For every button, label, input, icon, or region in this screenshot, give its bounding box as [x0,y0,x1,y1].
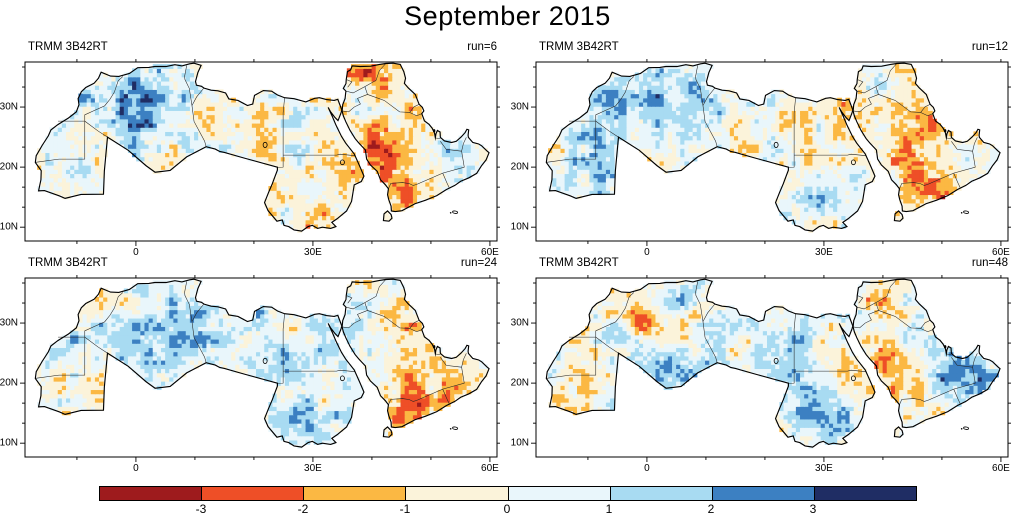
x-tick-label: 0 [133,463,139,474]
colorbar-segment-7 [813,487,916,500]
y-tick-label: 10N [0,437,18,449]
run-label: run=12 [971,41,1008,53]
map-canvas-run6 [17,54,505,249]
panel-header: TRMM 3B42RT run=24 [25,257,497,272]
dataset-label: TRMM 3B42RT [539,41,619,53]
dataset-label: TRMM 3B42RT [539,257,619,269]
x-tick-label: 60E [992,463,1010,474]
x-tick-label: 30E [815,463,833,474]
colorbar-segment-0 [100,487,202,500]
x-tick-label: 60E [481,247,499,258]
colorbar-segment-3 [405,487,508,500]
figure-title: September 2015 [404,1,611,31]
y-tick-label: 10N [510,221,529,233]
x-tick-label: 0 [644,463,650,474]
y-tick-label: 10N [0,221,18,233]
panel-header: TRMM 3B42RT run=6 [25,41,497,56]
colorbar-tick-label: -1 [399,502,411,515]
y-tick-label: 20N [0,377,18,389]
colorbar-segment-5 [609,487,712,500]
run-label: run=48 [971,257,1008,269]
colorbar-segment-1 [201,487,304,500]
colorbar-tick-label: -3 [195,502,207,515]
map-canvas-run24 [17,270,505,465]
run-label: run=24 [460,257,497,269]
map-panel-run-6: TRMM 3B42RT run=6 30N 20N 10N 0 30E 60E [0,41,505,258]
colorbar-tick-label: 2 [707,502,715,515]
map-panel-run-24: TRMM 3B42RT run=24 30N 20N 10N 0 30E 60E [0,257,505,474]
y-tick-label: 30N [0,317,18,329]
map-panel-run-48: TRMM 3B42RT run=48 30N 20N 10N 0 30E 60E [511,257,1015,474]
y-tick-label: 30N [0,101,18,113]
x-tick-label: 0 [133,247,139,258]
y-tick-label: 10N [510,437,529,449]
y-tick-label: 30N [510,317,529,329]
panel-header: TRMM 3B42RT run=12 [536,41,1008,56]
map-canvas-run48 [528,270,1015,465]
x-tick-label: 30E [304,247,322,258]
colorbar-segment-2 [303,487,406,500]
x-tick-label: 30E [815,247,833,258]
x-tick-label: 60E [481,463,499,474]
dataset-label: TRMM 3B42RT [28,257,108,269]
colorbar-segment-6 [711,487,814,500]
colorbar-segment-4 [507,487,610,500]
y-tick-label: 20N [0,161,18,173]
y-tick-label: 20N [510,377,529,389]
run-label: run=6 [467,41,497,53]
colorbar-tick-label: 0 [503,502,511,515]
colorbar-strip [99,486,917,501]
colorbar-tick-label: -2 [297,502,309,515]
colorbar-tick-label: 3 [809,502,817,515]
colorbar-tick-label: 1 [605,502,613,515]
y-tick-label: 30N [510,101,529,113]
y-tick-label: 20N [510,161,529,173]
map-canvas-run12 [528,54,1015,249]
map-panel-run-12: TRMM 3B42RT run=12 30N 20N 10N 0 30E 60E [511,41,1015,258]
panel-header: TRMM 3B42RT run=48 [536,257,1008,272]
x-tick-label: 60E [992,247,1010,258]
dataset-label: TRMM 3B42RT [28,41,108,53]
x-tick-label: 0 [644,247,650,258]
x-tick-label: 30E [304,463,322,474]
